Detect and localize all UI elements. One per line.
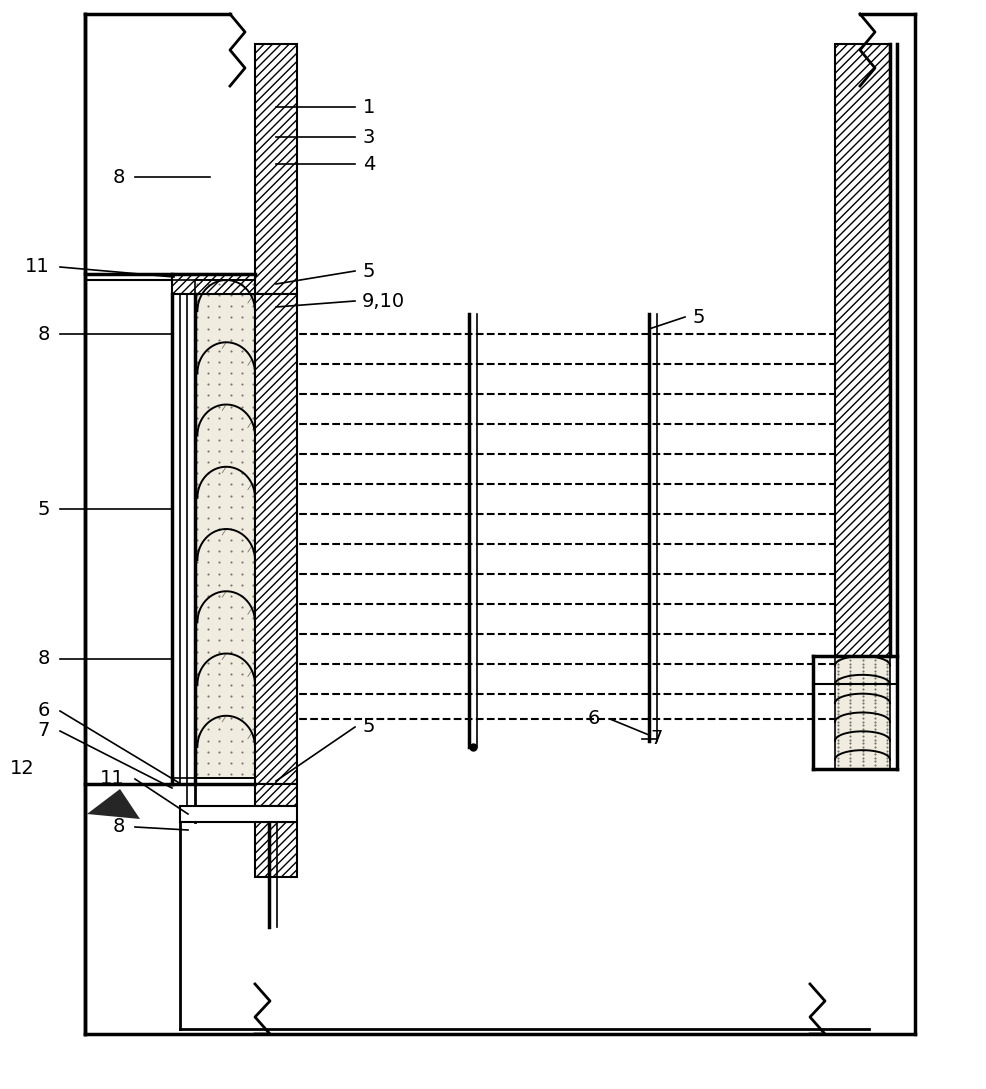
Bar	[195, 280, 254, 778]
Text: 6: 6	[37, 701, 50, 721]
Text: 12: 12	[10, 759, 35, 779]
Text: 5: 5	[362, 718, 374, 736]
Text: 11: 11	[26, 257, 50, 277]
Bar	[172, 274, 254, 294]
Text: 3: 3	[363, 127, 375, 147]
Text: 8: 8	[112, 818, 125, 836]
Bar	[254, 784, 297, 806]
Bar	[834, 44, 889, 656]
Bar	[254, 44, 297, 294]
Text: 6: 6	[587, 710, 599, 729]
Bar	[834, 656, 889, 769]
Bar	[179, 806, 297, 822]
Text: 5: 5	[692, 307, 705, 327]
Text: 7: 7	[650, 730, 662, 748]
Text: 7: 7	[37, 722, 50, 741]
Text: 5: 5	[37, 500, 50, 518]
Text: 4: 4	[363, 155, 375, 173]
Text: 8: 8	[112, 168, 125, 186]
Bar	[254, 822, 297, 877]
Polygon shape	[87, 790, 140, 819]
Bar	[254, 294, 297, 784]
Text: 5: 5	[362, 261, 374, 281]
Text: 8: 8	[37, 649, 50, 669]
Text: 1: 1	[363, 98, 375, 117]
Text: 11: 11	[101, 770, 125, 788]
Text: 9,10: 9,10	[362, 292, 404, 310]
Text: 8: 8	[37, 325, 50, 343]
